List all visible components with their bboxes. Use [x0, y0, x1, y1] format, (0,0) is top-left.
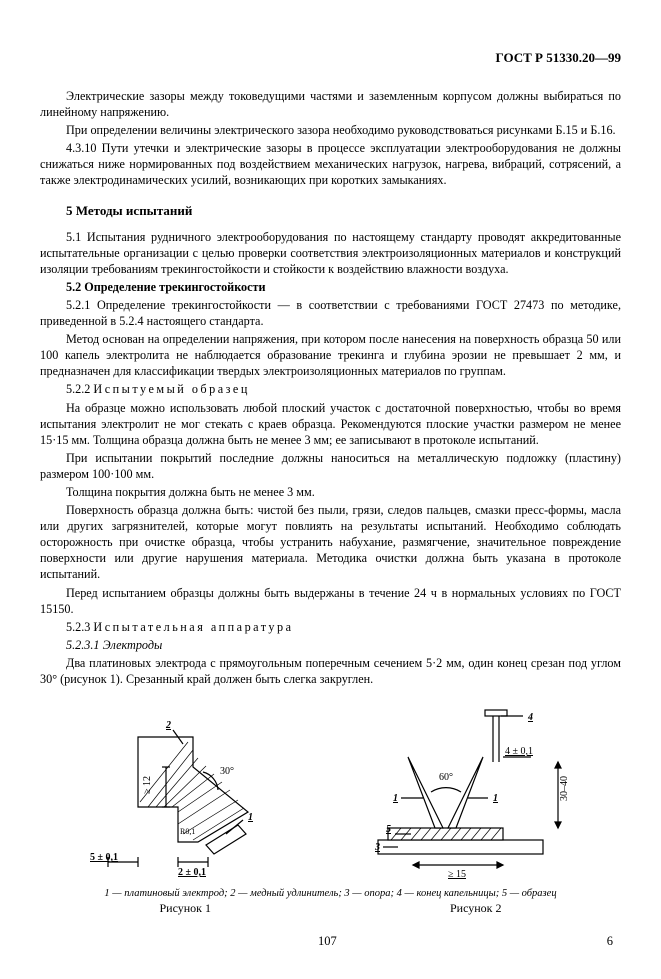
fig1-angle: 30°: [220, 766, 234, 777]
fig2-dim-top: 4 ± 0,1: [505, 746, 533, 757]
figures-row: 2 1 30° ≥ 12 5 ± 0,1 2 ± 0,1 R0,1: [40, 702, 621, 882]
paragraph: 5.2.2 Испытуемый образец: [40, 381, 621, 397]
subsection-title: 5.2 Определение трекингостойкости: [66, 280, 266, 294]
clause-title-spaced: Испытательная аппаратура: [93, 620, 293, 634]
paragraph: Поверхность образца должна быть: чистой …: [40, 502, 621, 582]
section-title: 5 Методы испытаний: [40, 203, 621, 219]
paragraph: 5.2.3.1 Электроды: [40, 637, 621, 653]
figure-legend: 1 — платиновый электрод; 2 — медный удли…: [40, 888, 621, 899]
fig1-label-2: 2: [165, 720, 171, 731]
fig1-dim-h2: 2 ± 0,1: [178, 867, 206, 878]
fig2-label-4: 4: [527, 712, 533, 723]
figure-captions-row: Рисунок 1 Рисунок 2: [40, 901, 621, 916]
fig1-r: R0,1: [180, 827, 195, 836]
figure-2-svg: 4 1 1 5 3 60° 4 ± 0,1 30–40 ≥ 15: [353, 702, 583, 882]
page-number-center: 107: [318, 934, 337, 949]
fig2-label-1l: 1: [393, 793, 398, 804]
figure-1-svg: 2 1 30° ≥ 12 5 ± 0,1 2 ± 0,1 R0,1: [78, 712, 278, 882]
fig2-angle: 60°: [439, 772, 453, 783]
paragraph: 5.1 Испытания рудничного электрооборудов…: [40, 229, 621, 277]
fig1-dim-v: ≥ 12: [142, 776, 153, 794]
fig2-label-3: 3: [374, 842, 380, 853]
clause-number: 5.2.2: [66, 382, 93, 396]
paragraph: На образце можно использовать любой плос…: [40, 400, 621, 448]
paragraph: При испытании покрытий последние должны …: [40, 450, 621, 482]
paragraph: При определении величины электрического …: [40, 122, 621, 138]
paragraph: Электрические зазоры между токоведущими …: [40, 88, 621, 120]
fig2-dim-bottom: ≥ 15: [448, 869, 466, 880]
paragraph: Два платиновых электрода с прямоугольным…: [40, 655, 621, 687]
clause-title-spaced: Испытуемый образец: [93, 382, 249, 396]
paragraph: 4.3.10 Пути утечки и электрические зазор…: [40, 140, 621, 188]
fig2-label-1r: 1: [493, 793, 498, 804]
footer: 107 6: [40, 934, 621, 949]
doc-code: ГОСТ Р 51330.20—99: [40, 50, 621, 66]
paragraph: Метод основан на определении напряжения,…: [40, 331, 621, 379]
electrode-subtitle: 5.2.3.1 Электроды: [66, 638, 162, 652]
clause-number: 5.2.3: [66, 620, 93, 634]
paragraph-bold: 5.2 Определение трекингостойкости: [40, 279, 621, 295]
fig1-caption: Рисунок 1: [159, 901, 211, 916]
paragraph: 5.2.3 Испытательная аппаратура: [40, 619, 621, 635]
fig1-dim-h1: 5 ± 0,1: [90, 852, 118, 863]
paragraph: 5.2.1 Определение трекингостойкости — в …: [40, 297, 621, 329]
paragraph: Перед испытанием образцы должны быть выд…: [40, 585, 621, 617]
fig2-dim-side: 30–40: [559, 776, 570, 801]
paragraph: Толщина покрытия должна быть не менее 3 …: [40, 484, 621, 500]
page-number-right: 6: [607, 934, 613, 949]
fig2-caption: Рисунок 2: [450, 901, 502, 916]
fig2-label-5: 5: [386, 824, 391, 835]
document-page: ГОСТ Р 51330.20—99 Электрические зазоры …: [0, 0, 661, 979]
fig1-label-1a: 1: [248, 812, 253, 823]
